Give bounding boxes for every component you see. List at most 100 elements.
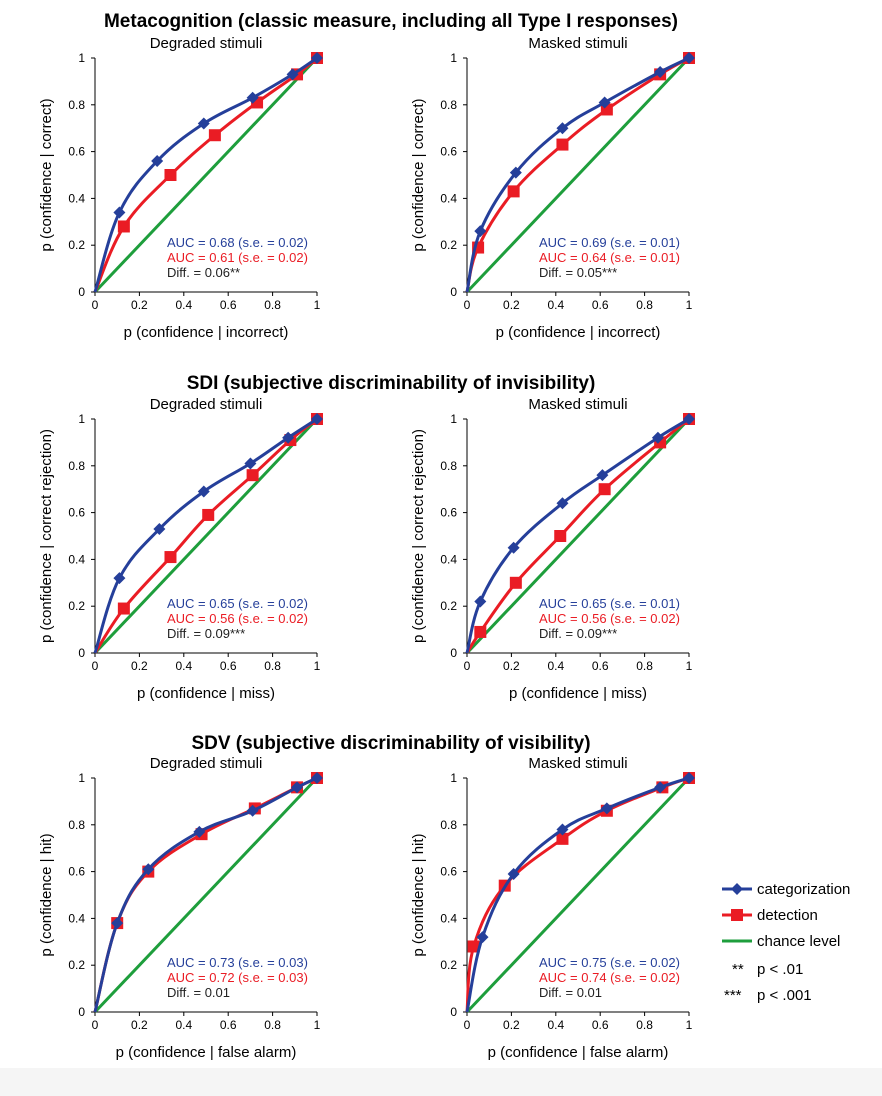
x-tick-label: 0.6 bbox=[220, 298, 237, 312]
auc-categorization-label: AUC = 0.65 (s.e. = 0.01) bbox=[539, 596, 680, 611]
categorization-point bbox=[654, 66, 667, 79]
categorization-point bbox=[311, 772, 323, 784]
auc-categorization-label: AUC = 0.65 (s.e. = 0.02) bbox=[167, 596, 308, 611]
x-tick-label: 0.2 bbox=[503, 1018, 520, 1032]
chance-series-line bbox=[465, 417, 691, 655]
x-tick-label: 0.6 bbox=[220, 1018, 237, 1032]
y-tick-label: 0.8 bbox=[68, 98, 85, 112]
legend-categorization-marker bbox=[731, 883, 743, 895]
categorization-point bbox=[556, 122, 569, 135]
chance-series-line bbox=[465, 776, 691, 1014]
categorization-point bbox=[113, 572, 126, 585]
legend: categorization detection chance level **… bbox=[722, 881, 850, 1004]
categorization-point bbox=[596, 469, 609, 482]
detection-point bbox=[164, 551, 177, 564]
x-tick-label: 0 bbox=[92, 1018, 99, 1032]
roc-panel: Degraded stimuli 0 0.2 0.4 0.6 0.8 1 0 0.2 0.4 0.6… bbox=[38, 755, 323, 1061]
auc-categorization-label: AUC = 0.68 (s.e. = 0.02) bbox=[167, 235, 308, 250]
auc-detection-label: AUC = 0.56 (s.e. = 0.02) bbox=[539, 611, 680, 626]
y-tick-label: 0.6 bbox=[440, 865, 457, 879]
y-tick-label: 0.2 bbox=[440, 958, 457, 972]
x-tick-label: 0 bbox=[464, 298, 471, 312]
categorization-point bbox=[291, 781, 304, 794]
detection-point bbox=[246, 469, 259, 482]
y-tick-label: 0 bbox=[78, 1005, 85, 1019]
x-axis-label: p (confidence | incorrect) bbox=[124, 324, 289, 341]
x-tick-label: 0 bbox=[464, 1018, 471, 1032]
detection-point bbox=[208, 129, 221, 142]
roc-panel: Degraded stimuli 0 0.2 0.4 0.6 0.8 1 0 0.2 0.4 0.6… bbox=[38, 35, 323, 341]
diff-label: Diff. = 0.01 bbox=[167, 985, 230, 1000]
y-tick-label: 1 bbox=[450, 771, 457, 785]
diff-label: Diff. = 0.09*** bbox=[167, 626, 245, 641]
chance-series-line bbox=[93, 417, 319, 655]
y-tick-label: 1 bbox=[450, 412, 457, 426]
categorization-point bbox=[474, 225, 487, 238]
auc-detection-label: AUC = 0.64 (s.e. = 0.01) bbox=[539, 250, 680, 265]
detection-point bbox=[509, 576, 522, 589]
x-tick-label: 0.4 bbox=[547, 298, 564, 312]
categorization-point bbox=[113, 206, 126, 219]
chance-series-line bbox=[93, 56, 319, 294]
x-tick-label: 0.2 bbox=[503, 298, 520, 312]
x-tick-label: 1 bbox=[314, 659, 321, 673]
x-tick-label: 0.6 bbox=[592, 659, 609, 673]
categorization-point bbox=[654, 781, 667, 794]
detection-point bbox=[474, 625, 487, 638]
legend-chance-label: chance level bbox=[757, 933, 840, 950]
y-tick-label: 0.8 bbox=[68, 459, 85, 473]
y-tick-label: 0.4 bbox=[68, 911, 85, 925]
roc-panel: Masked stimuli 0 0.2 0.4 0.6 0.8 1 0 0.2 0.4 0.6 0.… bbox=[410, 396, 695, 702]
section-title-sdi: SDI (subjective discriminability of invi… bbox=[187, 373, 596, 394]
x-tick-label: 0.4 bbox=[547, 659, 564, 673]
x-tick-label: 0.8 bbox=[264, 298, 281, 312]
y-axis-label: p (confidence | correct rejection) bbox=[38, 429, 55, 643]
x-tick-label: 1 bbox=[686, 659, 693, 673]
x-tick-label: 0.8 bbox=[264, 1018, 281, 1032]
y-tick-label: 0.6 bbox=[68, 506, 85, 520]
x-tick-label: 0.4 bbox=[175, 298, 192, 312]
auc-detection-label: AUC = 0.72 (s.e. = 0.03) bbox=[167, 970, 308, 985]
y-tick-label: 0.4 bbox=[68, 191, 85, 205]
x-tick-label: 0 bbox=[464, 659, 471, 673]
categorization-point bbox=[474, 595, 487, 608]
section-title-metacognition: Metacognition (classic measure, includin… bbox=[104, 11, 678, 32]
y-tick-label: 0.4 bbox=[68, 552, 85, 566]
detection-point bbox=[467, 940, 480, 953]
legend-detection-label: detection bbox=[757, 907, 818, 924]
bottom-band bbox=[0, 1068, 882, 1096]
categorization-point bbox=[311, 52, 323, 64]
legend-sig2-text: p < .01 bbox=[757, 961, 803, 978]
diff-label: Diff. = 0.09*** bbox=[539, 626, 617, 641]
categorization-point bbox=[683, 772, 695, 784]
categorization-point bbox=[197, 117, 210, 130]
roc-panel: Masked stimuli 0 0.2 0.4 0.6 0.8 1 0 0.2 0.4 0.6 0.… bbox=[410, 35, 695, 341]
section-title-sdv: SDV (subjective discriminability of visi… bbox=[191, 733, 590, 754]
x-tick-label: 0.8 bbox=[636, 659, 653, 673]
y-tick-label: 0.4 bbox=[440, 911, 457, 925]
panel-title: Masked stimuli bbox=[528, 755, 627, 772]
x-tick-label: 0.4 bbox=[547, 1018, 564, 1032]
y-tick-label: 0 bbox=[450, 646, 457, 660]
categorization-point bbox=[153, 522, 166, 535]
x-axis-label: p (confidence | false alarm) bbox=[488, 1044, 669, 1061]
categorization-point bbox=[197, 485, 210, 498]
y-axis-label: p (confidence | hit) bbox=[38, 833, 55, 956]
y-axis-label: p (confidence | hit) bbox=[410, 833, 427, 956]
categorization-point bbox=[193, 825, 206, 838]
categorization-point bbox=[142, 863, 155, 876]
y-tick-label: 1 bbox=[78, 51, 85, 65]
x-tick-label: 0.8 bbox=[636, 298, 653, 312]
y-tick-label: 0.8 bbox=[68, 818, 85, 832]
categorization-point bbox=[600, 802, 613, 815]
y-tick-label: 0 bbox=[78, 285, 85, 299]
x-tick-label: 0.6 bbox=[592, 1018, 609, 1032]
detection-point bbox=[554, 530, 567, 542]
x-tick-label: 1 bbox=[686, 1018, 693, 1032]
legend-sig2-stars: ** bbox=[732, 961, 744, 978]
categorization-point bbox=[507, 541, 520, 554]
y-tick-label: 0.2 bbox=[68, 238, 85, 252]
y-axis-label: p (confidence | correct) bbox=[38, 98, 55, 251]
panel-title: Degraded stimuli bbox=[150, 396, 263, 413]
